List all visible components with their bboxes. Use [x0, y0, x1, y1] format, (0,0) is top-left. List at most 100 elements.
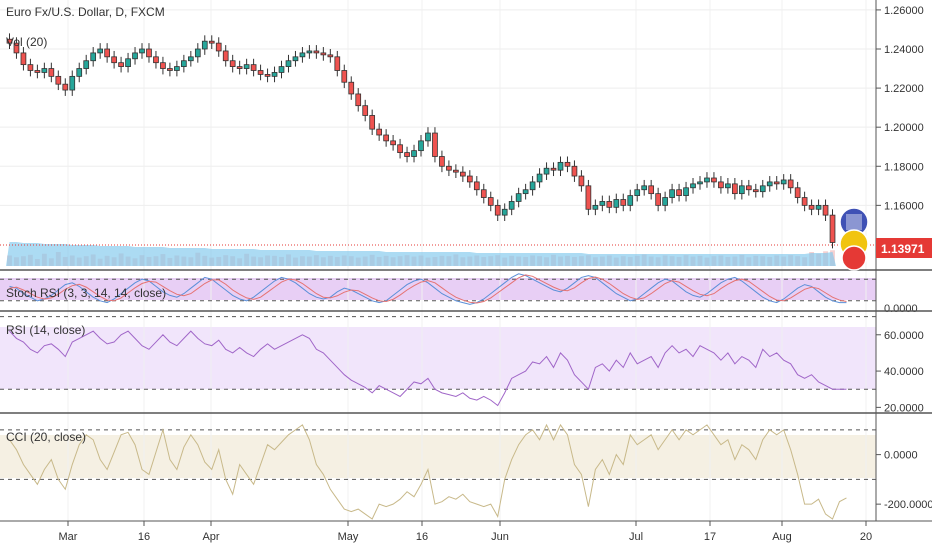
candle-body: [543, 167, 550, 175]
x-tick-label: Aug: [772, 531, 792, 543]
cci-label: CCI (20, close): [6, 430, 86, 444]
candle-body: [285, 60, 292, 67]
candle-body: [690, 183, 696, 189]
rsi-y-tick-label: 20.0000: [884, 402, 924, 414]
candle-body: [292, 56, 299, 62]
candle-body: [808, 204, 815, 210]
candle-body: [439, 156, 445, 167]
candle-body: [404, 152, 410, 157]
candle-body: [752, 189, 759, 193]
candle-body: [613, 199, 620, 208]
candle-body: [6, 38, 13, 44]
candle-body: [139, 48, 145, 54]
candle-body: [313, 50, 320, 54]
candle-body: [348, 81, 355, 95]
candle-body: [397, 144, 403, 153]
candle-body: [494, 204, 501, 216]
candle-body: [146, 48, 152, 58]
candle-body: [55, 75, 62, 85]
candle-body: [153, 56, 159, 64]
cci-y-tick-label: -200.0000: [884, 499, 932, 511]
candle-body: [320, 52, 327, 56]
candle-body: [501, 208, 508, 216]
candle-body: [355, 93, 362, 107]
candle-body: [550, 167, 557, 171]
candle-body: [334, 56, 341, 71]
x-tick-label: May: [338, 531, 359, 543]
candle-body: [446, 165, 452, 171]
candle-body: [278, 66, 285, 73]
candle-body: [299, 52, 306, 58]
last-price-badge: [876, 238, 932, 258]
candle-body: [466, 175, 473, 183]
candle-body: [97, 48, 104, 54]
candle-body: [522, 189, 529, 195]
candle-body: [822, 204, 829, 216]
candle-body: [327, 54, 334, 58]
x-tick-label: 20: [860, 531, 872, 543]
candle-body: [794, 187, 801, 198]
candle-body: [194, 48, 201, 58]
candle-body: [104, 48, 110, 58]
candle-body: [250, 64, 257, 71]
candle-body: [745, 185, 752, 191]
x-tick-label: Apr: [202, 531, 219, 543]
candle-body: [634, 189, 641, 196]
candle-body: [725, 183, 731, 189]
candle-body: [174, 66, 180, 71]
candle-body: [564, 161, 571, 167]
candle-body: [160, 62, 166, 69]
candle-body: [229, 60, 236, 67]
candle-body: [306, 50, 313, 54]
candle-body: [711, 177, 717, 183]
last-price-value: 1.13971: [881, 242, 925, 256]
rsi-y-tick-label: 40.0000: [884, 366, 924, 378]
candle-body: [425, 132, 431, 142]
stoch-y-tick-label: 0.0000: [884, 303, 918, 315]
candle-body: [592, 204, 599, 210]
price-pane[interactable]: [0, 0, 876, 270]
candle-body: [599, 201, 606, 206]
candle-body: [48, 68, 55, 77]
candle-body: [759, 185, 766, 193]
candle-body: [704, 177, 710, 183]
candle-body: [473, 181, 480, 191]
price-y-tick-label: 1.18000: [884, 161, 924, 173]
price-y-tick-label: 1.24000: [884, 44, 924, 56]
candle-body: [264, 74, 271, 77]
candle-body: [453, 169, 459, 173]
candle-body: [111, 56, 117, 64]
candle-body: [69, 75, 76, 91]
candle-body: [236, 66, 243, 69]
candle-body: [257, 70, 264, 75]
candle-body: [815, 204, 822, 210]
x-tick-label: 16: [138, 531, 150, 543]
candle-body: [201, 40, 208, 50]
volume-ma-area: [6, 242, 836, 266]
candle-body: [362, 105, 369, 116]
events-icon[interactable]: [839, 207, 869, 271]
candle-body: [369, 115, 376, 130]
rsi-band: [0, 327, 876, 389]
candle-body: [766, 181, 773, 187]
candle-body: [62, 83, 69, 91]
candle-body: [676, 189, 682, 196]
x-tick-label: 17: [704, 531, 716, 543]
candle-body: [13, 42, 20, 54]
candle-body: [718, 181, 724, 189]
candle-body: [515, 193, 522, 202]
candle-body: [76, 68, 83, 77]
chart-marks: 1.26000 1.24000 1.22000 1.20000 1.18000 1.160…: [0, 5, 932, 543]
candle-body: [801, 197, 808, 206]
candle-body: [243, 64, 250, 69]
candle-body: [125, 58, 131, 67]
candle-body: [27, 64, 34, 71]
candle-body: [167, 68, 173, 71]
candle-body: [376, 128, 382, 136]
candle-body: [118, 62, 124, 67]
candle-body: [669, 189, 675, 198]
candle-body: [697, 181, 703, 185]
candle-body: [271, 72, 278, 77]
